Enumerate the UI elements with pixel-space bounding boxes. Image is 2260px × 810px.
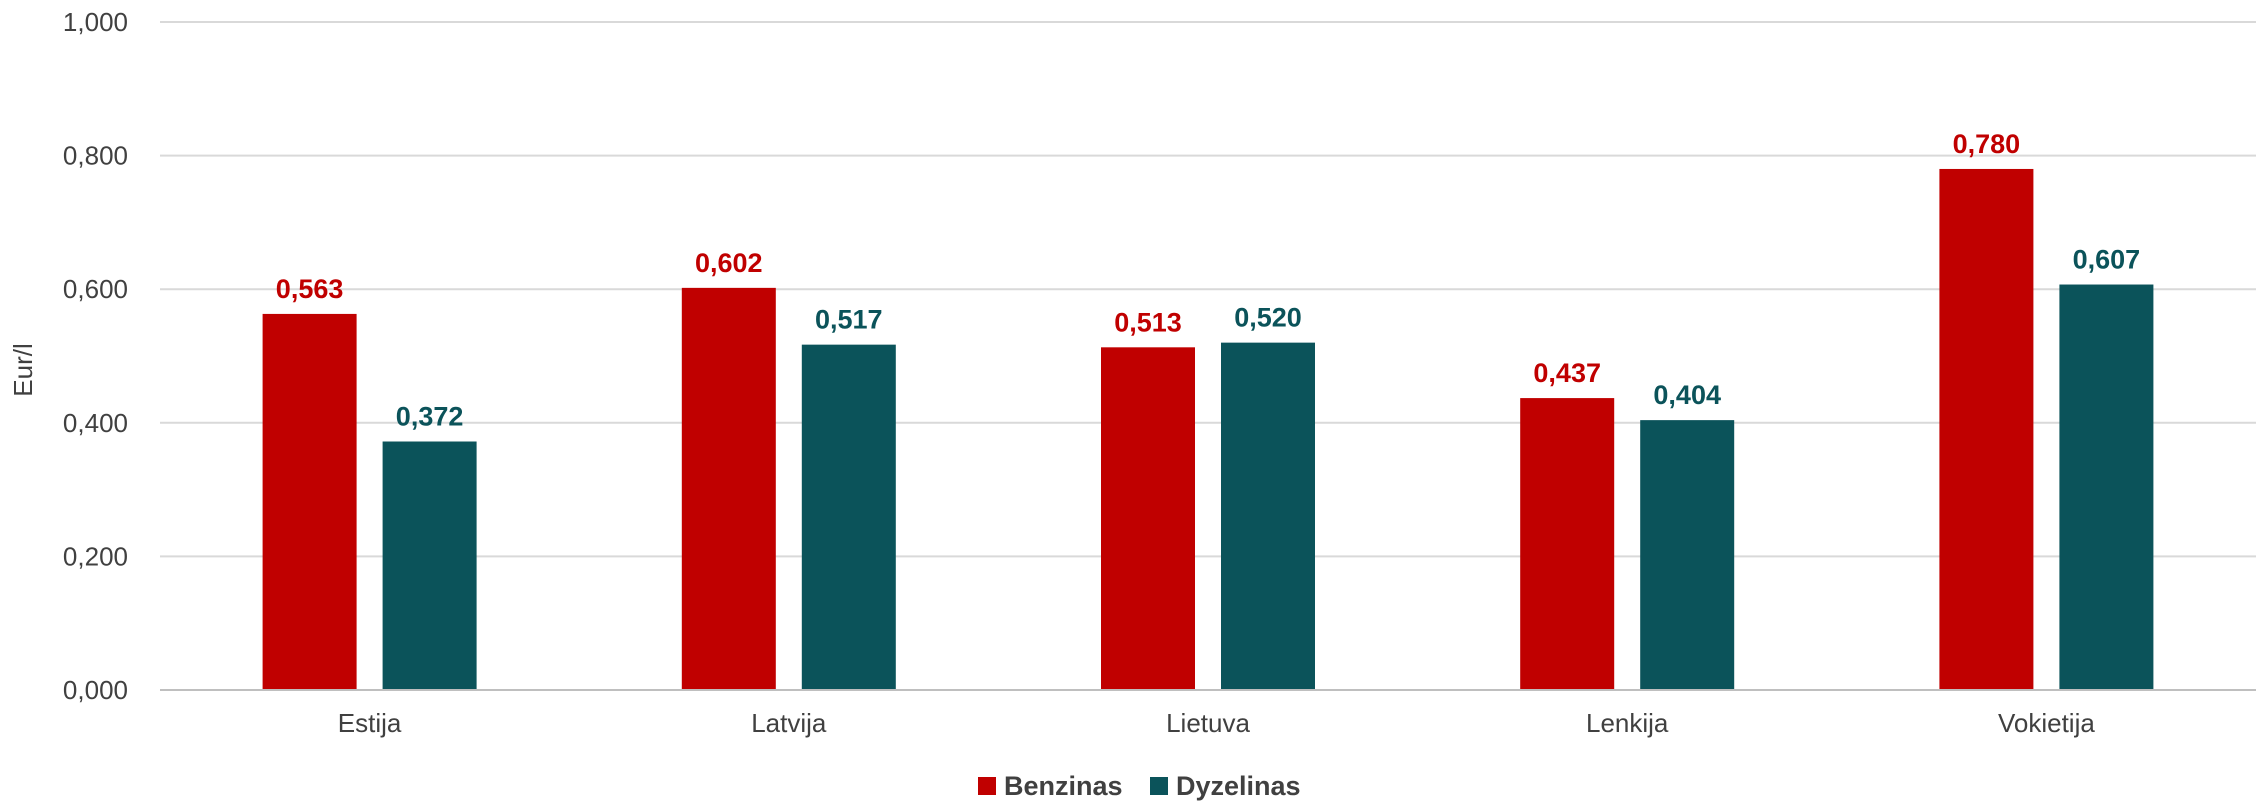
- bar-dyzelinas-lietuva: [1221, 342, 1315, 690]
- data-label: 0,780: [1953, 129, 2021, 159]
- y-tick-label: 0,000: [63, 675, 128, 705]
- data-label: 0,517: [815, 305, 883, 335]
- y-axis-title: Eur/l: [8, 343, 38, 396]
- y-tick-label: 1,000: [63, 7, 128, 37]
- x-category-label: Latvija: [751, 708, 827, 738]
- bar-benzinas-latvija: [681, 287, 776, 690]
- y-tick-label: 0,600: [63, 274, 128, 304]
- y-tick-label: 0,800: [63, 141, 128, 171]
- y-axis-tick-labels: 0,000 0,200 0,400 0,600 0,800 1,000: [63, 7, 128, 705]
- gridlines: [160, 21, 2256, 558]
- x-axis-category-labels: Estija Latvija Lietuva Lenkija Vokietija: [338, 708, 2096, 738]
- y-tick-label: 0,200: [63, 541, 128, 571]
- legend-swatch-benzinas: [978, 777, 996, 795]
- x-category-label: Vokietija: [1998, 708, 2095, 738]
- data-label: 0,563: [276, 274, 344, 304]
- bar-dyzelinas-lenkija: [1640, 420, 1735, 690]
- bar-benzinas-estija: [262, 313, 357, 690]
- legend-label-dyzelinas: Dyzelinas: [1176, 771, 1301, 801]
- bar-dyzelinas-estija: [382, 441, 477, 690]
- y-tick-label: 0,400: [63, 408, 128, 438]
- bar-benzinas-lietuva: [1101, 347, 1195, 690]
- data-label: 0,372: [396, 402, 464, 432]
- x-category-label: Lenkija: [1586, 708, 1669, 738]
- data-label: 0,437: [1533, 358, 1601, 388]
- bar-benzinas-lenkija: [1520, 398, 1615, 690]
- legend: Benzinas Dyzelinas: [978, 771, 1301, 801]
- bar-benzinas-vokietija: [1939, 168, 2034, 690]
- data-label: 0,404: [1653, 380, 1721, 410]
- bar-dyzelinas-vokietija: [2059, 284, 2154, 690]
- data-labels: 0,563 0,372 0,602 0,517 0,513 0,520 0,437 0,404…: [276, 129, 2140, 432]
- data-label: 0,513: [1114, 307, 1182, 337]
- data-label: 0,520: [1234, 303, 1302, 333]
- data-label: 0,607: [2073, 245, 2141, 275]
- x-category-label: Estija: [338, 708, 402, 738]
- x-category-label: Lietuva: [1166, 708, 1250, 738]
- legend-label-benzinas: Benzinas: [1004, 771, 1123, 801]
- legend-swatch-dyzelinas: [1150, 777, 1168, 795]
- data-label: 0,602: [695, 248, 763, 278]
- bar-dyzelinas-latvija: [801, 344, 896, 690]
- bars: [262, 168, 2154, 690]
